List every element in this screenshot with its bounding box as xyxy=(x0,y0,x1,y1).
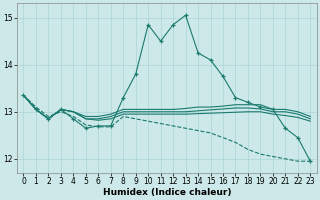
X-axis label: Humidex (Indice chaleur): Humidex (Indice chaleur) xyxy=(103,188,231,197)
